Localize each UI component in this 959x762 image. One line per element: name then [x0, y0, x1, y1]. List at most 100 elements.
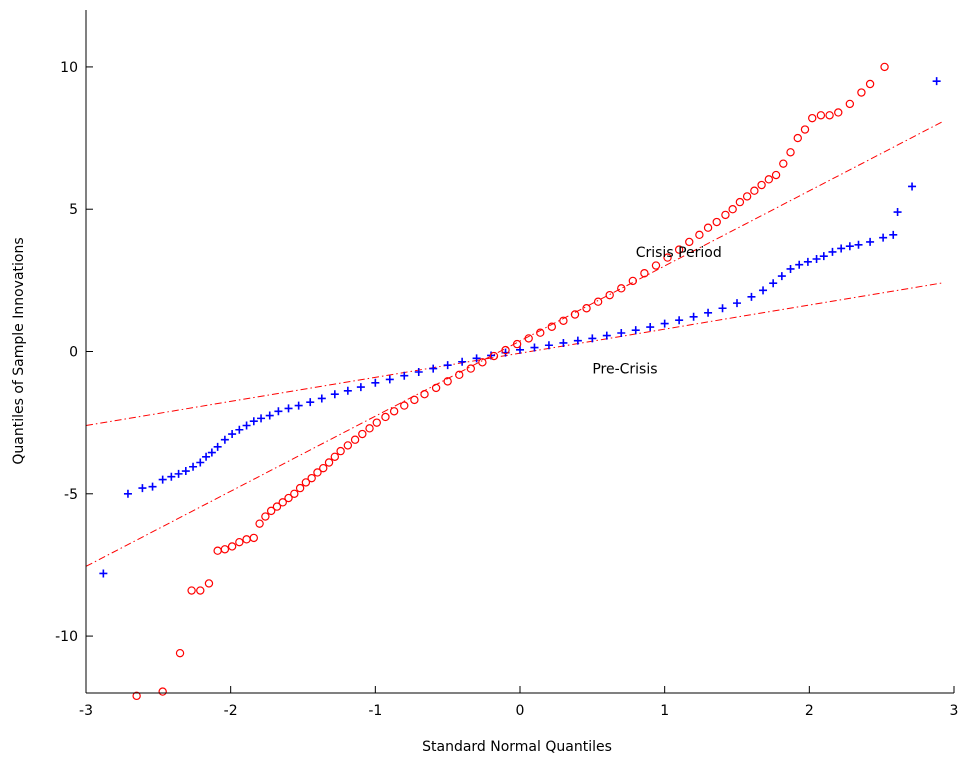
data-point-crisis — [307, 473, 316, 483]
data-point-crisis — [800, 125, 810, 134]
data-point-pre-crisis — [803, 257, 812, 266]
data-point-crisis — [757, 180, 766, 190]
data-point-pre-crisis — [747, 292, 756, 301]
data-point-crisis — [242, 535, 251, 544]
data-point-pre-crisis — [854, 240, 863, 249]
data-point-pre-crisis — [733, 299, 741, 308]
data-point-crisis — [266, 506, 276, 516]
data-point-crisis — [365, 424, 374, 433]
data-point-crisis — [255, 519, 264, 528]
data-point-pre-crisis — [274, 407, 283, 416]
data-point-pre-crisis — [148, 482, 157, 491]
data-point-pre-crisis — [786, 264, 795, 273]
data-point-crisis — [825, 111, 834, 120]
data-point-crisis — [478, 358, 487, 367]
data-point-crisis — [674, 245, 684, 254]
data-point-crisis — [605, 290, 614, 300]
data-point-pre-crisis — [704, 308, 713, 317]
data-point-crisis — [685, 237, 694, 247]
x-tick-label: -3 — [79, 703, 93, 719]
data-point-pre-crisis — [242, 421, 251, 430]
data-point-crisis — [324, 458, 334, 467]
data-point-crisis — [466, 364, 476, 373]
data-point-crisis — [712, 217, 721, 227]
annotation-crisis-period: Crisis Period — [636, 245, 722, 261]
data-point-crisis — [742, 192, 752, 201]
data-point-pre-crisis — [812, 255, 821, 264]
data-point-pre-crisis — [429, 364, 438, 373]
data-point-pre-crisis — [588, 334, 597, 343]
data-point-crisis — [570, 310, 580, 319]
data-point-pre-crisis — [631, 326, 640, 335]
data-point-crisis — [880, 62, 889, 72]
data-point-crisis — [175, 648, 185, 658]
data-point-crisis — [301, 478, 311, 487]
x-tick-label: -1 — [368, 703, 382, 719]
data-point-crisis — [455, 370, 464, 380]
data-point-crisis — [220, 545, 230, 554]
reference-line-1 — [85, 120, 945, 567]
x-tick-label: 1 — [660, 703, 669, 719]
data-point-pre-crisis — [265, 411, 274, 420]
data-point-pre-crisis — [828, 247, 837, 256]
data-point-crisis — [728, 205, 737, 214]
data-point-crisis — [721, 210, 730, 220]
data-point-pre-crisis — [769, 279, 778, 288]
data-point-crisis — [381, 412, 390, 422]
data-point-pre-crisis — [371, 378, 380, 387]
data-point-crisis — [771, 170, 781, 180]
data-point-pre-crisis — [343, 386, 352, 395]
data-point-pre-crisis — [458, 357, 467, 366]
data-point-crisis — [617, 284, 626, 293]
data-point-crisis — [512, 339, 522, 349]
data-point-crisis — [358, 429, 367, 439]
data-point-crisis — [489, 351, 499, 361]
data-point-pre-crisis — [213, 442, 222, 451]
data-point-pre-crisis — [718, 304, 727, 313]
data-point-crisis — [663, 253, 672, 262]
data-point-pre-crisis — [472, 354, 481, 363]
data-point-crisis — [865, 79, 875, 89]
data-point-crisis — [278, 498, 287, 507]
data-point-crisis — [779, 159, 788, 168]
data-point-crisis — [389, 407, 399, 416]
data-point-pre-crisis — [777, 272, 786, 281]
y-tick-label: 10 — [60, 60, 78, 76]
data-point-pre-crisis — [385, 375, 394, 384]
data-point-pre-crisis — [99, 569, 108, 578]
data-point-pre-crisis — [759, 286, 768, 295]
data-point-crisis — [295, 483, 305, 493]
reference-lines — [85, 120, 945, 567]
data-point-crisis — [330, 452, 340, 461]
data-point-crisis — [196, 586, 205, 595]
x-tick-label: 2 — [805, 703, 814, 719]
data-point-pre-crisis — [559, 338, 568, 347]
data-point-crisis — [313, 468, 322, 477]
data-point-pre-crisis — [317, 394, 326, 403]
data-point-pre-crisis — [660, 319, 669, 328]
reference-line-2 — [85, 282, 944, 426]
data-point-crisis — [703, 223, 713, 232]
data-point-pre-crisis — [138, 484, 147, 493]
series-pre-crisis — [99, 77, 941, 578]
data-point-crisis — [834, 108, 843, 117]
data-point-pre-crisis — [879, 233, 888, 242]
data-point-crisis — [290, 489, 299, 498]
data-point-crisis — [793, 133, 802, 143]
data-point-crisis — [213, 546, 222, 555]
data-point-pre-crisis — [689, 312, 698, 321]
data-point-crisis — [764, 175, 774, 184]
data-point-crisis — [372, 418, 381, 427]
data-point-crisis — [420, 389, 429, 399]
data-point-crisis — [750, 186, 759, 195]
data-point-crisis — [336, 446, 345, 456]
y-tick-label: 5 — [69, 202, 78, 218]
data-point-pre-crisis — [845, 242, 854, 251]
data-point-pre-crisis — [837, 244, 846, 253]
y-tick-label: 0 — [69, 345, 78, 361]
data-point-crisis — [786, 148, 795, 157]
data-point-crisis — [410, 395, 419, 405]
data-point-pre-crisis — [819, 252, 828, 261]
x-tick-label: 0 — [516, 703, 525, 719]
